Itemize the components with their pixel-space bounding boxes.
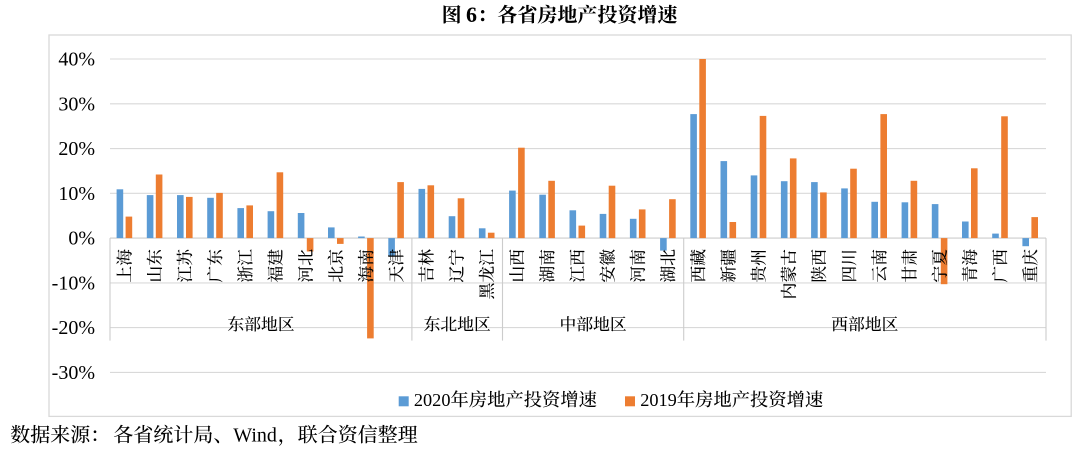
svg-text:-30%: -30% [52, 362, 95, 384]
svg-text:20%: 20% [58, 138, 95, 160]
svg-text:Wind: Wind [233, 425, 277, 447]
svg-text:10%: 10% [58, 183, 95, 205]
svg-text:6: 6 [466, 2, 477, 27]
svg-text:0%: 0% [68, 228, 95, 250]
svg-text:2019: 2019 [640, 390, 677, 410]
svg-text:30%: 30% [58, 93, 95, 115]
svg-text:-20%: -20% [52, 317, 95, 339]
svg-text:2020: 2020 [414, 390, 451, 410]
svg-text:-10%: -10% [52, 273, 95, 295]
svg-text:40%: 40% [58, 49, 95, 71]
